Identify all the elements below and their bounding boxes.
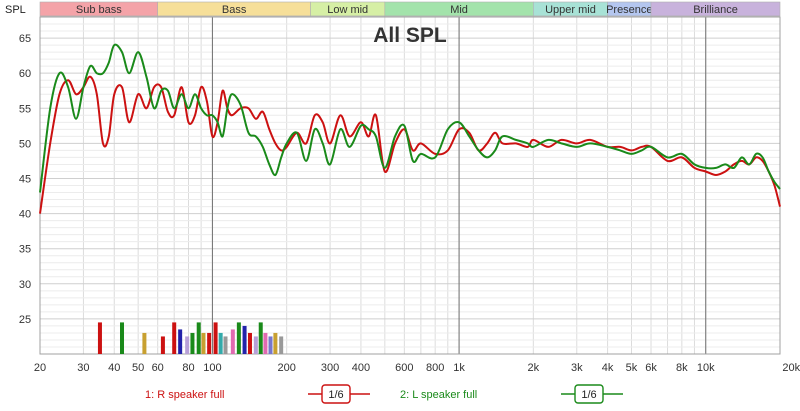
x-tick-label: 6k	[645, 362, 657, 374]
band-label: Mid	[450, 4, 468, 16]
x-tick-label: 20kHz	[782, 362, 800, 374]
x-tick-label: 300	[321, 362, 339, 374]
y-tick-label: 35	[19, 244, 31, 256]
x-tick-label: 80	[182, 362, 194, 374]
x-tick-label: 5k	[626, 362, 638, 374]
y-tick-label: 40	[19, 209, 31, 221]
marker-bar	[247, 332, 252, 354]
x-tick-label: 30	[77, 362, 89, 374]
marker-bar	[236, 322, 241, 354]
band-label: Presence	[606, 4, 652, 16]
marker-bar	[268, 336, 273, 354]
marker-bar	[213, 322, 218, 354]
marker-bar	[253, 336, 258, 354]
x-tick-label: 600	[395, 362, 413, 374]
marker-bar	[223, 336, 228, 354]
marker-bar	[201, 332, 206, 354]
chart-title: All SPL	[373, 24, 447, 47]
x-tick-label: 50	[132, 362, 144, 374]
x-tick-label: 100	[203, 362, 221, 374]
marker-bar	[263, 332, 268, 354]
marker-bar	[196, 322, 201, 354]
band-label: Bass	[222, 4, 247, 16]
x-tick-label: 40	[108, 362, 120, 374]
band-label: Upper mid	[545, 4, 596, 16]
band-label: Sub bass	[76, 4, 122, 16]
marker-bar	[97, 322, 102, 354]
marker-bar	[160, 336, 165, 354]
band-label: Brilliance	[693, 4, 738, 16]
x-tick-label: 10k	[697, 362, 715, 374]
marker-bar	[273, 332, 278, 354]
marker-bar	[279, 336, 284, 354]
y-tick-label: 65	[19, 33, 31, 45]
x-tick-label: 1k	[453, 362, 465, 374]
y-tick-label: 25	[19, 314, 31, 326]
marker-bar	[142, 332, 147, 354]
marker-bar	[178, 329, 183, 354]
legend-label: 1: R speaker full	[145, 389, 224, 401]
x-tick-label: 60	[152, 362, 164, 374]
y-tick-label: 60	[19, 68, 31, 80]
x-tick-label: 400	[352, 362, 370, 374]
y-tick-label: 30	[19, 279, 31, 291]
y-tick-label: 55	[19, 103, 31, 115]
x-tick-label: 2k	[528, 362, 540, 374]
x-tick-label: 200	[277, 362, 295, 374]
x-tick-label: 20	[34, 362, 46, 374]
marker-bar	[230, 329, 235, 354]
marker-bar	[207, 332, 212, 354]
band-label: Low mid	[327, 4, 368, 16]
legend-smoothing: 1/6	[328, 389, 343, 401]
legend-smoothing-box	[321, 384, 351, 404]
marker-bar	[218, 332, 223, 354]
x-tick-label: 4k	[602, 362, 614, 374]
marker-bar	[258, 322, 263, 354]
marker-bar	[172, 322, 177, 354]
marker-bar	[190, 332, 195, 354]
y-tick-label: 45	[19, 173, 31, 185]
legend-smoothing: 1/6	[581, 389, 596, 401]
legend-label: 2: L speaker full	[400, 389, 477, 401]
series-line-2	[39, 43, 781, 193]
x-tick-label: 3k	[571, 362, 583, 374]
legend-smoothing-box	[574, 384, 604, 404]
x-tick-label: 8k	[676, 362, 688, 374]
marker-bar	[185, 336, 190, 354]
x-tick-label: 800	[426, 362, 444, 374]
y-axis-label: SPL	[5, 4, 26, 16]
marker-bar	[120, 322, 125, 354]
y-tick-label: 50	[19, 138, 31, 150]
marker-bar	[242, 325, 247, 354]
